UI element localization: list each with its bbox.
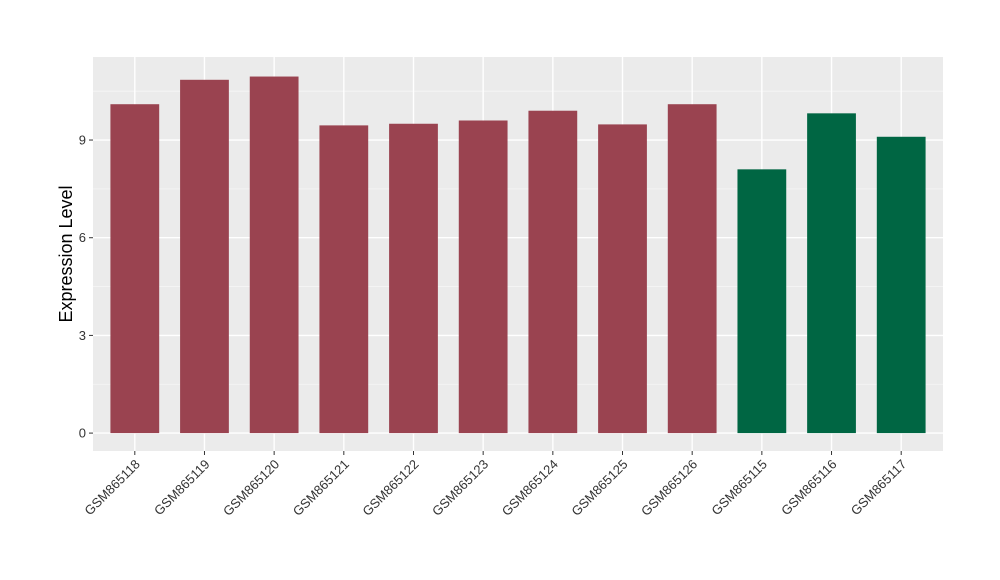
x-tick-label: GSM865118	[81, 457, 143, 519]
x-tick-label: GSM865125	[568, 457, 630, 519]
y-tick-label: 6	[79, 230, 86, 245]
bar-gsm865123	[458, 120, 508, 434]
bar-gsm865121	[319, 125, 369, 434]
x-tick-label: GSM865115	[708, 457, 770, 519]
y-tick-label: 3	[79, 328, 86, 343]
x-tick-label: GSM865117	[848, 457, 910, 519]
x-tick-label: GSM865126	[638, 457, 700, 519]
bar-gsm865116	[807, 113, 856, 434]
x-tick-label: GSM865119	[151, 457, 213, 519]
y-tick-label: 0	[79, 426, 86, 441]
y-tick-label: 9	[79, 133, 86, 148]
bar-gsm865126	[667, 104, 717, 434]
x-tick-label: GSM865122	[359, 457, 421, 519]
x-tick-label: GSM865120	[220, 457, 282, 519]
y-axis: 0 3 6 9	[79, 133, 93, 441]
x-tick-label: GSM865124	[499, 457, 561, 519]
y-axis-title: Expression Level	[56, 185, 76, 322]
bar-gsm865125	[598, 124, 647, 434]
bar-gsm865117	[876, 136, 926, 434]
x-tick-label: GSM865123	[429, 457, 491, 519]
x-tick-label: GSM865116	[778, 457, 840, 519]
bar-gsm865124	[528, 110, 578, 434]
bar-gsm865122	[389, 123, 438, 434]
bar-gsm865118	[110, 104, 160, 434]
bar-gsm865115	[737, 169, 787, 434]
plot-panel	[93, 57, 943, 451]
x-tick-label: GSM865121	[290, 457, 352, 519]
x-axis: GSM865118 GSM865119 GSM865120 GSM865121 GSM8…	[81, 451, 909, 519]
bars	[110, 76, 926, 434]
bar-gsm865120	[249, 76, 299, 434]
bar-gsm865119	[180, 79, 229, 434]
